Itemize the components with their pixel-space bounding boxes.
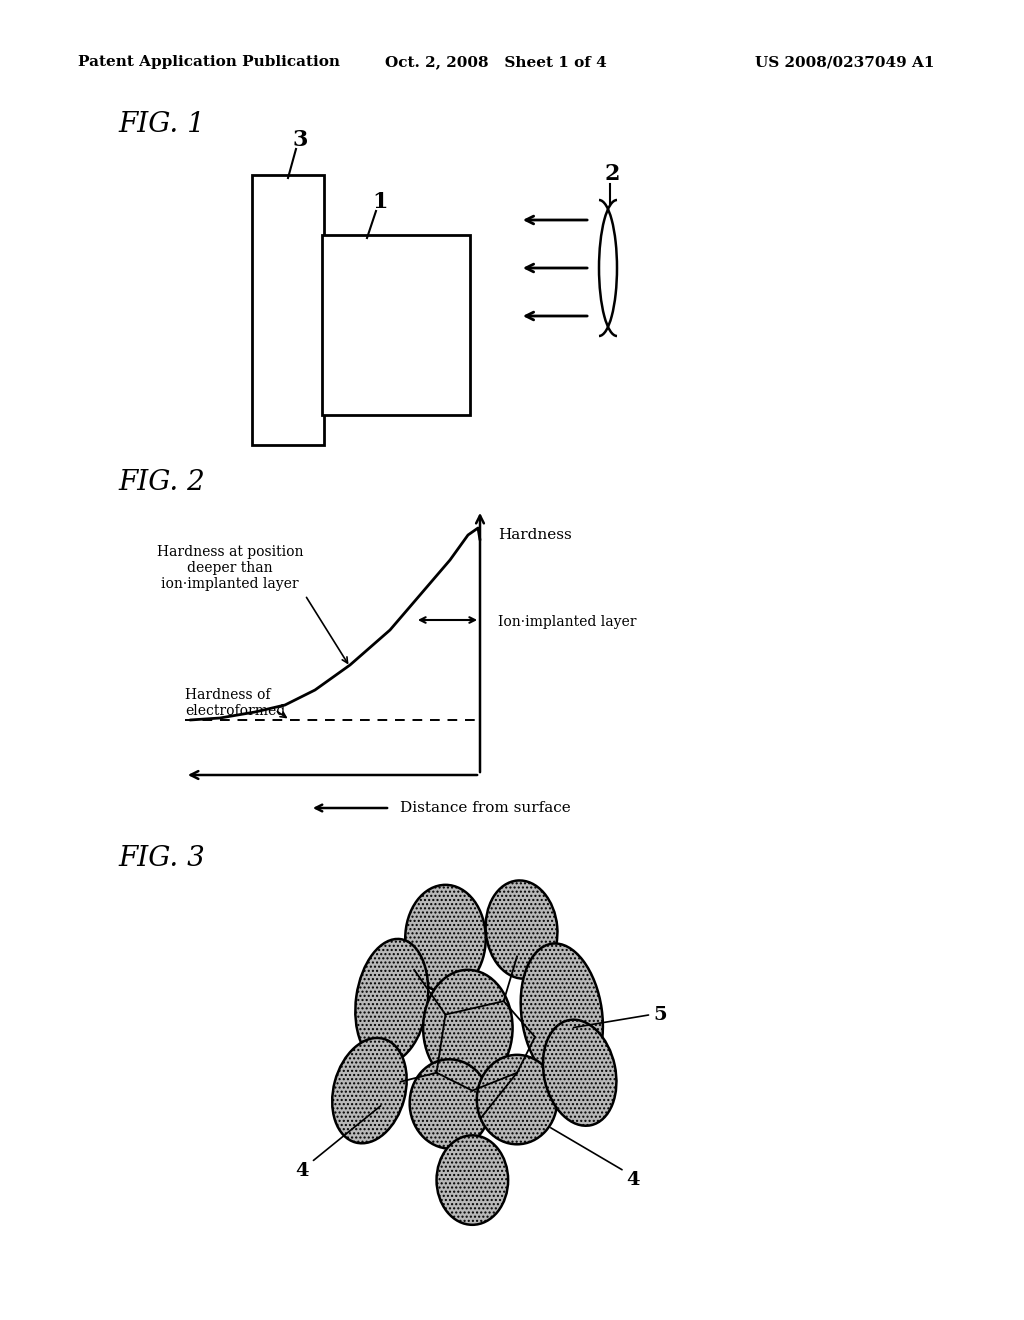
Ellipse shape [410,1060,490,1148]
Text: 2: 2 [604,162,620,185]
Text: Oct. 2, 2008   Sheet 1 of 4: Oct. 2, 2008 Sheet 1 of 4 [385,55,607,69]
Text: Hardness of
electroformed: Hardness of electroformed [185,688,286,718]
Text: Hardness: Hardness [498,528,571,543]
Ellipse shape [406,884,485,993]
Text: Distance from surface: Distance from surface [400,801,570,814]
Ellipse shape [423,970,513,1086]
Bar [252,176,324,445]
Text: 4: 4 [296,1162,309,1180]
Ellipse shape [436,1135,508,1225]
Text: 3: 3 [292,129,307,150]
Text: US 2008/0237049 A1: US 2008/0237049 A1 [755,55,935,69]
Text: 4: 4 [627,1171,640,1189]
Text: Patent Application Publication: Patent Application Publication [78,55,340,69]
Text: FIG. 3: FIG. 3 [118,845,205,871]
Text: Hardness at position
deeper than
ion·implanted layer: Hardness at position deeper than ion·imp… [157,545,303,591]
Ellipse shape [485,880,557,978]
Bar [322,235,470,414]
Ellipse shape [543,1019,616,1126]
Text: 1: 1 [373,191,388,213]
Ellipse shape [477,1055,557,1144]
Text: FIG. 1: FIG. 1 [118,111,205,139]
Ellipse shape [332,1038,407,1143]
Ellipse shape [521,944,603,1085]
Ellipse shape [355,939,428,1064]
Text: FIG. 2: FIG. 2 [118,469,205,495]
Text: 5: 5 [653,1006,667,1023]
Text: Ion·implanted layer: Ion·implanted layer [498,615,637,630]
